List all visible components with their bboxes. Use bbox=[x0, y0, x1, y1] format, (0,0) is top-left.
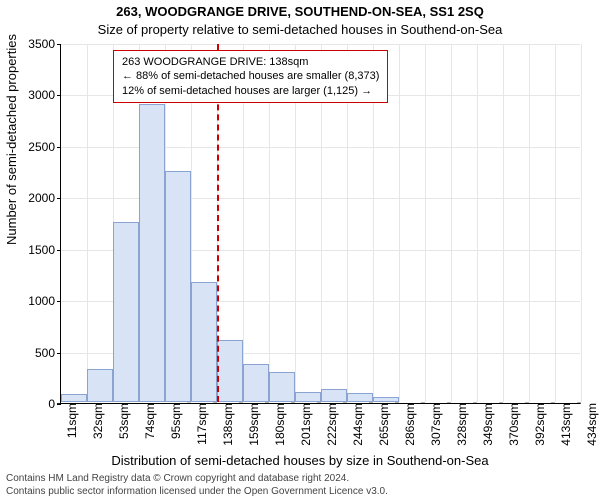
x-tick-label: 392sqm bbox=[529, 403, 547, 446]
histogram-bar bbox=[217, 340, 243, 402]
y-tick-label: 0 bbox=[48, 397, 61, 411]
histogram-bar bbox=[243, 364, 269, 402]
y-tick-label: 1000 bbox=[28, 294, 61, 308]
x-tick-label: 286sqm bbox=[399, 403, 417, 446]
x-tick-label: 95sqm bbox=[165, 403, 183, 439]
footer-text: Contains HM Land Registry data © Crown c… bbox=[6, 473, 594, 498]
histogram-bar bbox=[373, 397, 399, 402]
annotation-line-3: 12% of semi-detached houses are larger (… bbox=[122, 84, 379, 98]
gridline-v bbox=[555, 44, 556, 402]
y-axis-label: Number of semi-detached properties bbox=[4, 34, 19, 245]
annotation-line-1: 263 WOODGRANGE DRIVE: 138sqm bbox=[122, 55, 379, 69]
gridline-v bbox=[425, 44, 426, 402]
x-tick-label: 74sqm bbox=[139, 403, 157, 439]
x-tick-label: 201sqm bbox=[295, 403, 313, 446]
histogram-bar bbox=[191, 282, 217, 402]
x-tick-label: 53sqm bbox=[113, 403, 131, 439]
footer-line-2: Contains public sector information licen… bbox=[6, 486, 594, 499]
x-tick-label: 138sqm bbox=[217, 403, 235, 446]
annotation-box: 263 WOODGRANGE DRIVE: 138sqm ← 88% of se… bbox=[113, 50, 388, 103]
x-tick-label: 328sqm bbox=[451, 403, 469, 446]
x-tick-label: 32sqm bbox=[87, 403, 105, 439]
x-tick-label: 307sqm bbox=[425, 403, 443, 446]
y-tick-label: 500 bbox=[35, 346, 61, 360]
chart-container: 263, WOODGRANGE DRIVE, SOUTHEND-ON-SEA, … bbox=[0, 0, 600, 500]
y-tick-label: 3500 bbox=[28, 37, 61, 51]
histogram-bar bbox=[347, 393, 373, 402]
histogram-bar bbox=[113, 222, 139, 402]
footer-line-1: Contains HM Land Registry data © Crown c… bbox=[6, 473, 594, 486]
x-tick-label: 244sqm bbox=[347, 403, 365, 446]
gridline-v bbox=[87, 44, 88, 402]
gridline-v bbox=[503, 44, 504, 402]
histogram-bar bbox=[321, 389, 347, 402]
x-tick-label: 11sqm bbox=[61, 403, 79, 438]
x-tick-label: 413sqm bbox=[555, 403, 573, 446]
x-tick-label: 117sqm bbox=[191, 403, 209, 445]
x-axis-label: Distribution of semi-detached houses by … bbox=[0, 453, 600, 468]
x-tick-label: 370sqm bbox=[503, 403, 521, 446]
y-tick-label: 2000 bbox=[28, 191, 61, 205]
x-tick-label: 180sqm bbox=[269, 403, 287, 446]
histogram-bar bbox=[61, 394, 87, 402]
histogram-bar bbox=[295, 392, 321, 402]
histogram-bar bbox=[165, 171, 191, 402]
histogram-bar bbox=[269, 372, 295, 402]
chart-title-line1: 263, WOODGRANGE DRIVE, SOUTHEND-ON-SEA, … bbox=[0, 4, 600, 19]
plot-area: 263 WOODGRANGE DRIVE: 138sqm ← 88% of se… bbox=[60, 44, 580, 404]
gridline-v bbox=[529, 44, 530, 402]
histogram-bar bbox=[87, 369, 113, 402]
x-tick-label: 349sqm bbox=[477, 403, 495, 446]
chart-title-line2: Size of property relative to semi-detach… bbox=[0, 22, 600, 37]
gridline-v bbox=[581, 44, 582, 402]
y-tick-label: 2500 bbox=[28, 140, 61, 154]
gridline-v bbox=[477, 44, 478, 402]
y-tick-label: 1500 bbox=[28, 243, 61, 257]
y-tick-label: 3000 bbox=[28, 88, 61, 102]
annotation-line-2: ← 88% of semi-detached houses are smalle… bbox=[122, 69, 379, 83]
x-tick-label: 265sqm bbox=[373, 403, 391, 446]
gridline-v bbox=[399, 44, 400, 402]
x-tick-label: 159sqm bbox=[243, 403, 261, 446]
histogram-bar bbox=[139, 104, 165, 402]
gridline-v bbox=[451, 44, 452, 402]
x-tick-label: 434sqm bbox=[581, 403, 599, 446]
x-tick-label: 222sqm bbox=[321, 403, 339, 446]
